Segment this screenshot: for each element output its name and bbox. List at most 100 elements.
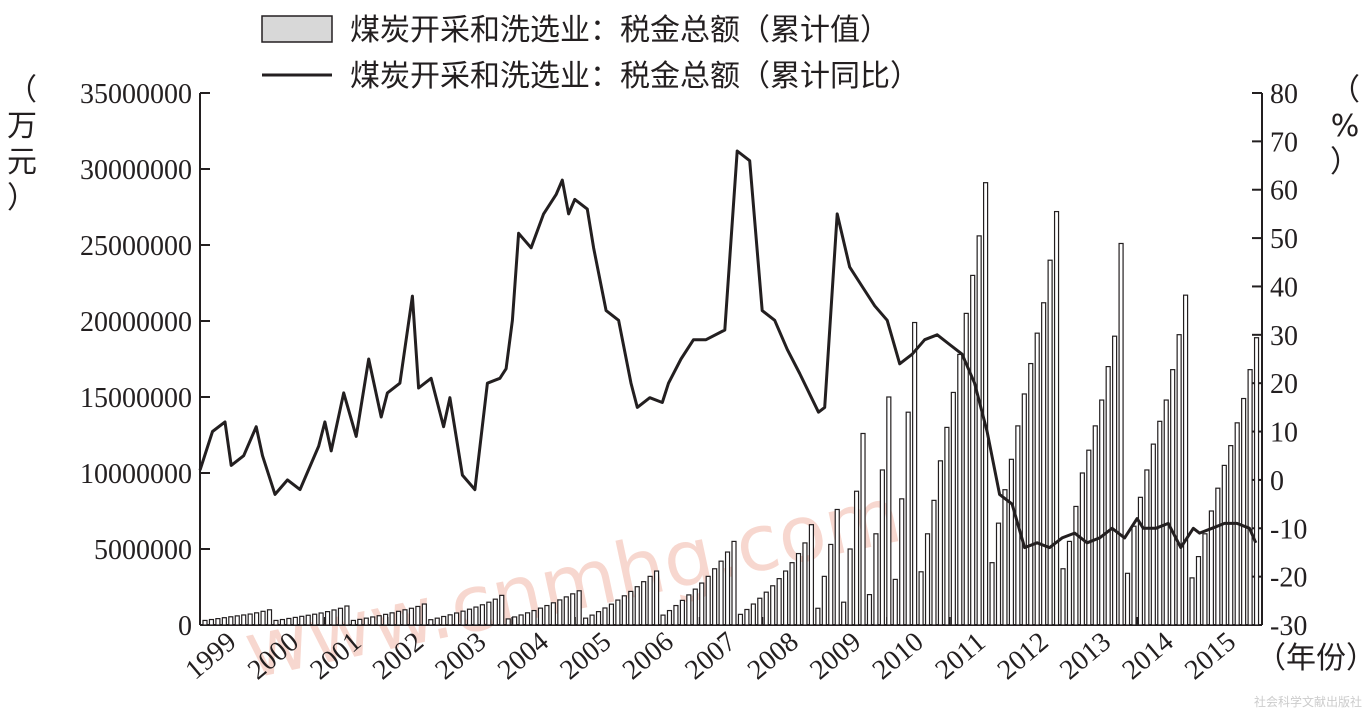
bar (1241, 397, 1247, 626)
bar (1086, 449, 1092, 626)
bar (653, 570, 660, 626)
right-tick-label: 80 (1270, 79, 1298, 110)
bar (847, 548, 853, 626)
bar (395, 610, 402, 626)
bar (976, 235, 982, 626)
bar (402, 609, 408, 626)
bar (673, 604, 679, 626)
bar (899, 498, 905, 626)
bar (808, 524, 815, 626)
bar (370, 616, 376, 626)
bar (763, 591, 769, 626)
bar (221, 617, 227, 626)
bar (879, 469, 885, 626)
bar (1228, 445, 1234, 626)
bar (970, 274, 976, 626)
bar (208, 618, 215, 626)
left-axis-unit: （万元） (7, 73, 37, 216)
right-tick-label: -10 (1270, 514, 1307, 545)
bar (1137, 496, 1144, 626)
bar (937, 460, 944, 626)
x-tick-label: 2007 (679, 626, 742, 686)
bar (531, 609, 537, 626)
x-tick-label: 2012 (992, 626, 1055, 686)
x-tick-label: 2014 (1117, 626, 1180, 686)
bar (1247, 369, 1253, 626)
bar (383, 613, 389, 626)
bar (479, 604, 486, 626)
bar (815, 607, 821, 626)
right-tick-label: 0 (1270, 466, 1284, 497)
bar (363, 617, 369, 626)
bar (299, 615, 305, 626)
bar (357, 618, 363, 626)
bar (634, 586, 640, 626)
bar (350, 619, 356, 626)
right-tick-label: 30 (1270, 321, 1298, 352)
bar (1118, 242, 1124, 626)
bar (989, 562, 995, 626)
bar (912, 321, 918, 626)
bar (505, 618, 511, 626)
bar (660, 614, 666, 626)
left-tick-label: 25000000 (80, 231, 192, 262)
legend-bar-swatch (261, 15, 333, 43)
left-tick-label: 20000000 (80, 307, 192, 338)
bar (421, 603, 427, 626)
bar (1028, 362, 1034, 626)
bar (1163, 399, 1169, 626)
right-tick-label: 70 (1270, 127, 1298, 158)
bar (228, 616, 234, 626)
bar (1112, 335, 1118, 626)
bar (550, 602, 556, 626)
bar (415, 605, 421, 626)
bar (757, 597, 763, 626)
bar (705, 575, 711, 626)
bar (628, 590, 634, 626)
bar (389, 612, 395, 626)
bar (982, 182, 989, 626)
bar (441, 615, 447, 626)
bar (1176, 334, 1182, 626)
right-tick-label: 60 (1270, 176, 1298, 207)
bar (434, 617, 440, 626)
x-tick-label: 2009 (804, 626, 867, 686)
bar (1215, 487, 1221, 626)
bar (292, 616, 298, 626)
bar (1047, 259, 1053, 626)
bar (860, 432, 866, 626)
bar (647, 575, 653, 626)
bar (1066, 540, 1073, 626)
bar (576, 590, 582, 626)
x-axis-unit: （年份） (1256, 641, 1367, 676)
bar (331, 609, 337, 626)
bar (279, 618, 286, 626)
bar (712, 568, 718, 626)
bar (1008, 458, 1015, 626)
bar (615, 599, 621, 626)
bar (1170, 369, 1176, 626)
bar (512, 616, 518, 626)
bar (202, 619, 208, 626)
bar (783, 570, 789, 626)
bar (215, 618, 221, 626)
bar (486, 601, 492, 626)
x-tick-label: 2010 (867, 626, 930, 686)
bar (918, 571, 924, 626)
right-tick-label: -20 (1270, 563, 1307, 594)
bar (537, 607, 544, 626)
bar (931, 499, 937, 626)
left-tick-label: 30000000 (80, 155, 192, 186)
bar (447, 614, 453, 626)
bar (557, 599, 563, 626)
bar (1053, 210, 1060, 626)
bar (1157, 420, 1163, 626)
bar (273, 619, 279, 626)
bar (873, 533, 879, 626)
bar (1079, 472, 1085, 626)
bar (473, 606, 479, 626)
bar (686, 594, 692, 626)
x-tick-label: 2005 (554, 626, 617, 686)
left-tick-label: 10000000 (80, 459, 192, 490)
